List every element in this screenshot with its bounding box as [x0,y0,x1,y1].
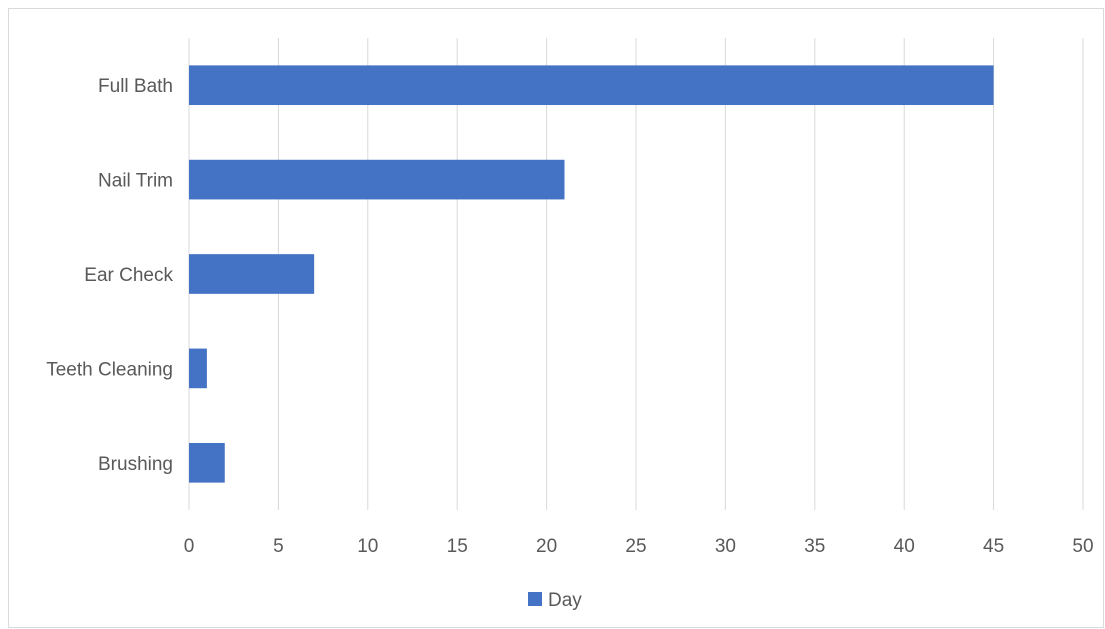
bar-brushing [189,442,225,483]
x-tick-label-50: 50 [1072,536,1093,557]
x-tick-label-25: 25 [625,536,646,557]
category-label-teeth-cleaning: Teeth Cleaning [46,359,173,380]
category-label-ear-check: Ear Check [84,265,173,286]
category-label-brushing: Brushing [98,454,173,475]
category-labels: Full Bath Nail Trim Ear Check Teeth Cleanin… [46,76,173,475]
bars [189,65,994,483]
legend-label-day: Day [548,590,582,611]
bar-nail-trim [189,159,565,200]
legend-swatch-day [528,592,542,606]
x-tick-label-40: 40 [894,536,915,557]
x-tick-label-45: 45 [983,536,1004,557]
x-tick-label-20: 20 [536,536,557,557]
bar-full-bath [189,65,994,106]
x-tick-label-30: 30 [715,536,736,557]
category-label-nail-trim: Nail Trim [98,171,173,192]
chart-frame [8,8,1104,628]
x-tick-label-15: 15 [447,536,468,557]
legend: Day [528,590,582,611]
category-label-full-bath: Full Bath [98,76,173,97]
x-tick-labels: 0 5 10 15 20 25 30 35 40 45 50 [184,536,1094,557]
bar-teeth-cleaning [189,348,207,389]
x-tick-label-35: 35 [804,536,825,557]
x-tick-label-0: 0 [184,536,195,557]
gridlines [188,38,1084,510]
x-tick-label-10: 10 [357,536,378,557]
bar-ear-check [189,254,315,294]
x-tick-label-5: 5 [273,536,284,557]
